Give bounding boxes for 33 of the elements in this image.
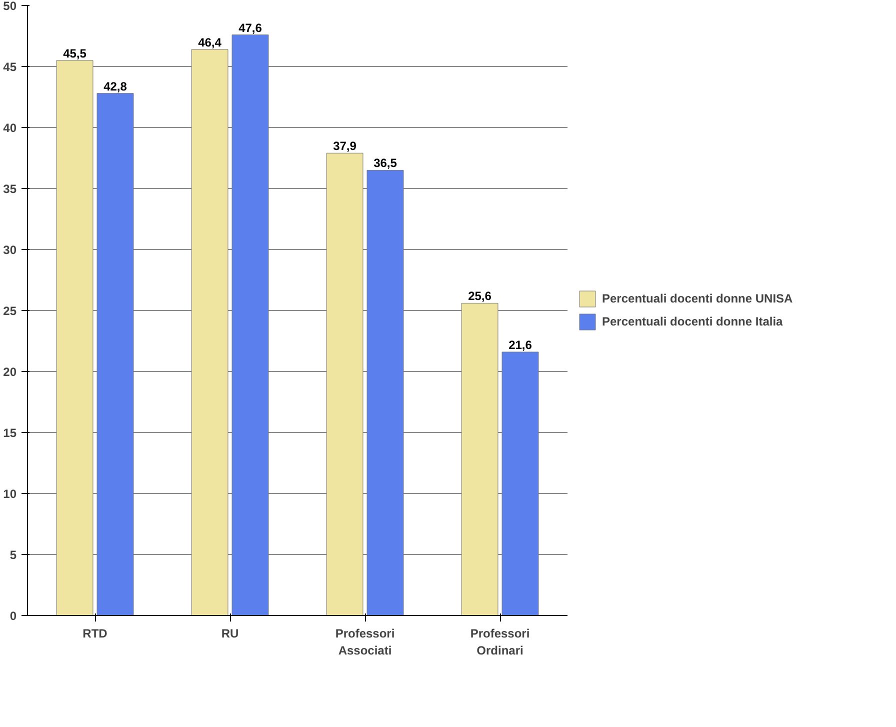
legend-label: Percentuali docenti donne Italia xyxy=(602,314,783,328)
y-tick-label: 30 xyxy=(3,243,17,257)
y-tick-label: 45 xyxy=(3,60,17,74)
data-label: 37,9 xyxy=(333,139,357,154)
x-tick-label: RTD xyxy=(82,626,108,640)
data-label: 45,5 xyxy=(63,46,87,60)
data-label: 42,8 xyxy=(104,79,128,94)
y-tick-label: 10 xyxy=(3,487,17,501)
data-label: 21,6 xyxy=(508,338,532,352)
x-tick-label: Professori Associati xyxy=(335,626,395,658)
data-label: 25,6 xyxy=(468,289,492,304)
legend-label: Percentuali docenti donne UNISA xyxy=(602,292,793,306)
y-tick-label: 50 xyxy=(3,0,17,13)
y-tick-label: 35 xyxy=(3,182,17,196)
y-tick-label: 5 xyxy=(10,548,17,562)
bar xyxy=(56,60,94,616)
x-tick-label: Professori Ordinari xyxy=(470,626,530,658)
bar xyxy=(191,49,228,616)
bar xyxy=(366,170,404,616)
y-tick-label: 0 xyxy=(10,609,17,623)
y-tick-label: 15 xyxy=(3,426,17,440)
bar xyxy=(502,352,539,616)
bar xyxy=(232,34,269,616)
data-label: 46,4 xyxy=(198,35,222,50)
bar xyxy=(326,152,364,616)
bar xyxy=(461,302,498,616)
x-tick-label: RU xyxy=(221,626,239,640)
y-tick-label: 40 xyxy=(3,121,17,135)
data-label: 47,6 xyxy=(238,20,262,35)
y-tick-label: 25 xyxy=(3,304,17,318)
data-label: 36,5 xyxy=(374,156,398,170)
bar xyxy=(96,93,134,616)
y-tick-label: 20 xyxy=(3,365,17,379)
